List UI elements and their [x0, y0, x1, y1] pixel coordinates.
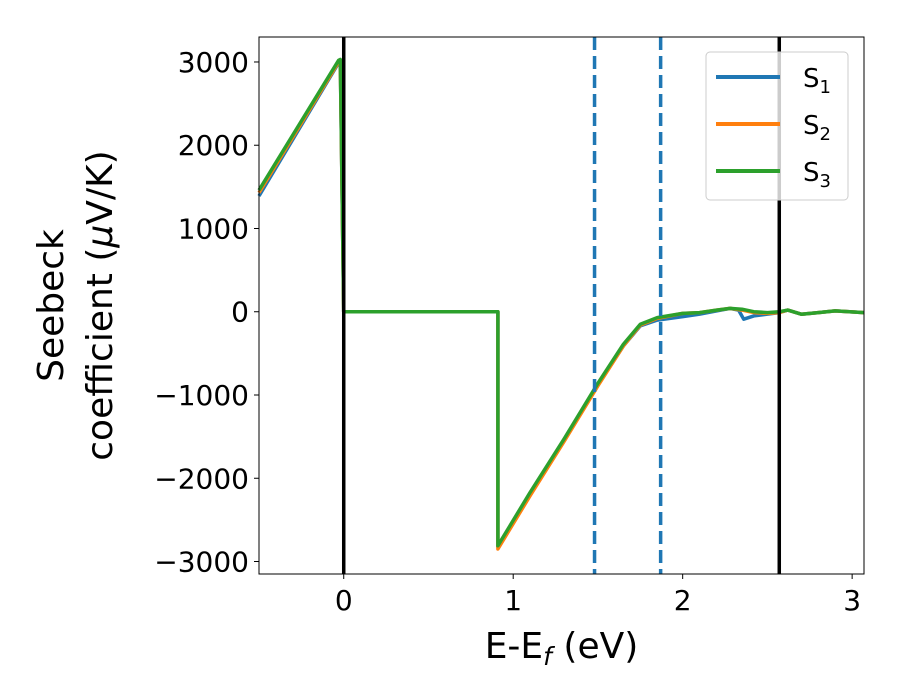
y-tick-label: −3000 [154, 546, 249, 579]
y-tick-label: 2000 [178, 129, 249, 162]
x-tick-label: 2 [674, 584, 692, 617]
y-tick-label: −1000 [154, 379, 249, 412]
legend-label-s1: S1 [803, 64, 831, 98]
y-tick-label: 3000 [178, 46, 249, 79]
y-tick-label: 0 [231, 296, 249, 329]
y-axis-label-line2: coefficient (μV/K) [80, 150, 121, 460]
x-tick-label: 3 [843, 584, 861, 617]
x-axis-label: E-Ef (eV) [485, 626, 639, 671]
legend: S1 S2 S3 [705, 51, 849, 201]
y-tick-label: 1000 [178, 212, 249, 245]
plot-frame [258, 36, 865, 575]
x-axis: 0 1 2 3 [335, 574, 861, 617]
x-tick-label: 1 [504, 584, 522, 617]
y-tick-label: −2000 [154, 462, 249, 495]
legend-label-s2: S2 [803, 111, 831, 145]
series-layer [257, 57, 865, 551]
y-axis: 3000 2000 1000 0 −1000 −2000 −3000 [154, 46, 259, 579]
legend-label-s3: S3 [803, 158, 831, 192]
series-line-s3 [257, 57, 865, 548]
y-axis-label-line1: Seebeck [31, 229, 72, 382]
x-tick-label: 0 [335, 584, 353, 617]
